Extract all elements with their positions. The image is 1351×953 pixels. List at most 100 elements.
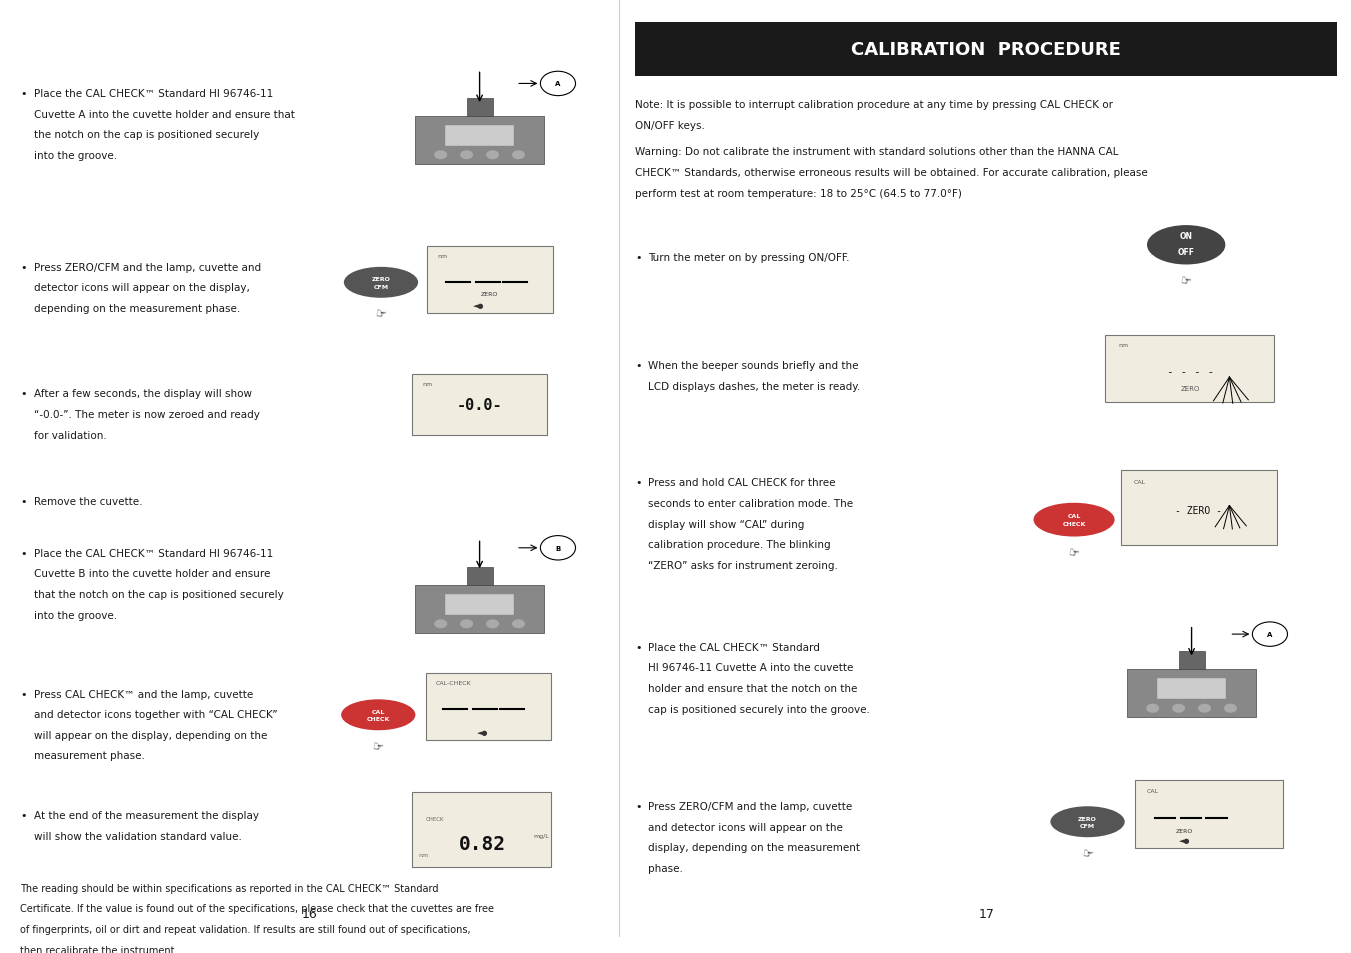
Text: nm: nm bbox=[436, 254, 447, 259]
Bar bbox=[444, 594, 515, 615]
Text: Warning: Do not calibrate the instrument with standard solutions other than the : Warning: Do not calibrate the instrument… bbox=[635, 147, 1119, 157]
Bar bbox=[466, 567, 493, 585]
Circle shape bbox=[512, 619, 526, 629]
Text: Press and hold CAL CHECK for three: Press and hold CAL CHECK for three bbox=[648, 478, 836, 488]
Text: Note: It is possible to interrupt calibration procedure at any time by pressing : Note: It is possible to interrupt calibr… bbox=[635, 100, 1113, 111]
Text: LCD displays dashes, the meter is ready.: LCD displays dashes, the meter is ready. bbox=[648, 381, 861, 392]
Text: Cuvette B into the cuvette holder and ensure: Cuvette B into the cuvette holder and en… bbox=[34, 569, 270, 578]
Text: •: • bbox=[635, 361, 642, 371]
Bar bbox=[426, 673, 551, 740]
Text: •: • bbox=[20, 548, 27, 558]
Bar bbox=[1156, 679, 1227, 700]
Text: ◄●: ◄● bbox=[473, 302, 484, 309]
Circle shape bbox=[434, 619, 447, 629]
Text: detector icons will appear on the display,: detector icons will appear on the displa… bbox=[34, 283, 250, 293]
Text: •: • bbox=[20, 89, 27, 99]
Text: CAL: CAL bbox=[1133, 479, 1146, 484]
Ellipse shape bbox=[343, 268, 417, 298]
Text: and detector icons together with “CAL CHECK”: and detector icons together with “CAL CH… bbox=[34, 709, 277, 720]
Text: nm: nm bbox=[423, 381, 432, 387]
Text: ◄●: ◄● bbox=[477, 729, 488, 735]
Text: will appear on the display, depending on the: will appear on the display, depending on… bbox=[34, 730, 267, 740]
Text: ZERO: ZERO bbox=[1181, 386, 1200, 392]
Bar bbox=[1127, 670, 1256, 718]
Text: CAL: CAL bbox=[372, 709, 385, 714]
Text: 16: 16 bbox=[301, 907, 317, 921]
Text: display, depending on the measurement: display, depending on the measurement bbox=[648, 842, 861, 853]
Circle shape bbox=[540, 72, 576, 96]
Text: and detector icons will appear on the: and detector icons will appear on the bbox=[648, 821, 843, 832]
Text: of fingerprints, oil or dirt and repeat validation. If results are still found o: of fingerprints, oil or dirt and repeat … bbox=[20, 924, 471, 934]
Text: ZERO: ZERO bbox=[1177, 828, 1193, 833]
Text: CAL: CAL bbox=[1067, 514, 1081, 518]
Text: ◄●: ◄● bbox=[1179, 838, 1190, 843]
Text: phase.: phase. bbox=[648, 863, 684, 873]
Text: •: • bbox=[635, 478, 642, 488]
Text: calibration procedure. The blinking: calibration procedure. The blinking bbox=[648, 539, 831, 550]
Text: •: • bbox=[20, 497, 27, 507]
Text: ON: ON bbox=[1179, 232, 1193, 241]
Text: Remove the cuvette.: Remove the cuvette. bbox=[34, 497, 142, 507]
Circle shape bbox=[1146, 704, 1159, 713]
Circle shape bbox=[1198, 704, 1210, 713]
Text: seconds to enter calibration mode. The: seconds to enter calibration mode. The bbox=[648, 498, 854, 509]
Bar bbox=[444, 126, 515, 147]
Text: A: A bbox=[555, 81, 561, 88]
Text: •: • bbox=[20, 689, 27, 699]
Text: the notch on the cap is positioned securely: the notch on the cap is positioned secur… bbox=[34, 131, 259, 140]
Circle shape bbox=[1252, 622, 1288, 647]
Bar bbox=[1105, 335, 1274, 403]
Text: ☞: ☞ bbox=[1179, 274, 1193, 289]
Circle shape bbox=[1224, 704, 1238, 713]
Text: At the end of the measurement the display: At the end of the measurement the displa… bbox=[34, 811, 259, 821]
Text: Place the CAL CHECK™ Standard HI 96746-11: Place the CAL CHECK™ Standard HI 96746-1… bbox=[34, 89, 273, 99]
Text: depending on the measurement phase.: depending on the measurement phase. bbox=[34, 304, 240, 314]
Bar bbox=[412, 375, 547, 436]
Circle shape bbox=[461, 152, 473, 160]
Ellipse shape bbox=[1034, 503, 1115, 537]
Text: After a few seconds, the display will show: After a few seconds, the display will sh… bbox=[34, 389, 251, 399]
Text: CFM: CFM bbox=[373, 284, 389, 289]
Bar bbox=[415, 116, 544, 165]
Text: will show the validation standard value.: will show the validation standard value. bbox=[34, 831, 242, 841]
Circle shape bbox=[1173, 704, 1185, 713]
Bar bbox=[1121, 471, 1277, 545]
Text: A: A bbox=[1267, 632, 1273, 638]
Circle shape bbox=[486, 152, 499, 160]
Text: CHECK™ Standards, otherwise erroneous results will be obtained. For accurate cal: CHECK™ Standards, otherwise erroneous re… bbox=[635, 168, 1148, 178]
Text: into the groove.: into the groove. bbox=[34, 151, 118, 161]
Bar bbox=[427, 247, 553, 314]
Circle shape bbox=[540, 536, 576, 560]
Text: •: • bbox=[635, 253, 642, 263]
Text: that the notch on the cap is positioned securely: that the notch on the cap is positioned … bbox=[34, 590, 284, 599]
Text: ZERO: ZERO bbox=[1078, 816, 1097, 821]
Text: perform test at room temperature: 18 to 25°C (64.5 to 77.0°F): perform test at room temperature: 18 to … bbox=[635, 189, 962, 198]
Bar bbox=[1135, 781, 1283, 848]
Text: The reading should be within specifications as reported in the CAL CHECK™ Standa: The reading should be within specificati… bbox=[20, 882, 439, 893]
Circle shape bbox=[512, 152, 526, 160]
Text: measurement phase.: measurement phase. bbox=[34, 751, 145, 760]
Text: Certificate. If the value is found out of the specifications, please check that : Certificate. If the value is found out o… bbox=[20, 903, 494, 913]
Text: 17: 17 bbox=[978, 907, 994, 921]
Text: CALIBRATION  PROCEDURE: CALIBRATION PROCEDURE bbox=[851, 41, 1121, 59]
Text: ON/OFF keys.: ON/OFF keys. bbox=[635, 121, 705, 131]
Text: CAL-CHECK: CAL-CHECK bbox=[435, 680, 471, 685]
Ellipse shape bbox=[340, 700, 416, 731]
Text: When the beeper sounds briefly and the: When the beeper sounds briefly and the bbox=[648, 361, 859, 371]
Text: into the groove.: into the groove. bbox=[34, 610, 118, 620]
Text: CAL: CAL bbox=[1147, 788, 1159, 793]
Circle shape bbox=[461, 619, 473, 629]
Text: holder and ensure that the notch on the: holder and ensure that the notch on the bbox=[648, 683, 858, 693]
Text: nm: nm bbox=[419, 852, 428, 857]
Text: then recalibrate the instrument.: then recalibrate the instrument. bbox=[20, 944, 178, 953]
Text: cap is positioned securely into the groove.: cap is positioned securely into the groo… bbox=[648, 704, 870, 714]
Text: Cuvette A into the cuvette holder and ensure that: Cuvette A into the cuvette holder and en… bbox=[34, 110, 295, 120]
Text: display will show “CAL” during: display will show “CAL” during bbox=[648, 519, 805, 529]
Text: CHECK: CHECK bbox=[366, 717, 390, 721]
Text: ☞: ☞ bbox=[374, 308, 388, 322]
Text: -0.0-: -0.0- bbox=[457, 397, 503, 413]
Text: •: • bbox=[635, 642, 642, 652]
Bar bbox=[412, 792, 551, 867]
Text: Press ZERO/CFM and the lamp, cuvette: Press ZERO/CFM and the lamp, cuvette bbox=[648, 801, 852, 811]
Text: Turn the meter on by pressing ON/OFF.: Turn the meter on by pressing ON/OFF. bbox=[648, 253, 850, 263]
